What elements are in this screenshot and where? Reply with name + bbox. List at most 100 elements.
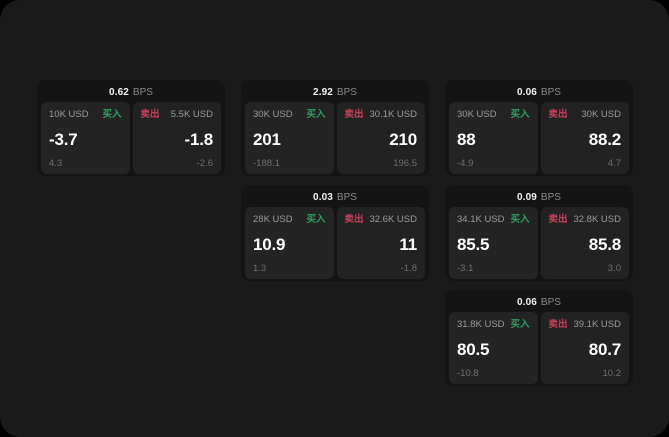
sell-pane[interactable]: 卖出 5.5K USD -1.8 -2.6 <box>132 102 221 174</box>
sell-side-label: 卖出 <box>548 213 568 225</box>
sell-delta: -2.6 <box>196 157 213 169</box>
sell-price: 80.7 <box>588 339 621 359</box>
sell-delta: -1.8 <box>400 262 417 274</box>
buy-size-label: 30K USD <box>253 108 293 120</box>
buy-pane-header: 34.1K USD 买入 <box>457 214 530 225</box>
sell-size-label: 30K USD <box>581 108 621 120</box>
sell-pane-header: 卖出 32.6K USD <box>345 214 418 225</box>
buy-size-label: 28K USD <box>253 213 293 225</box>
card-panes: 28K USD 买入 10.9 1.3 卖出 32.6K USD 11 -1.8 <box>245 207 425 279</box>
buy-pane-header: 28K USD 买入 <box>253 214 326 225</box>
card-header: 0.06 BPS <box>449 294 629 312</box>
sell-side-label: 卖出 <box>548 318 568 330</box>
sell-price: 210 <box>389 129 417 149</box>
card-panes: 31.8K USD 买入 80.5 -10.8 卖出 39.1K USD 80.… <box>449 312 629 384</box>
buy-size-label: 31.8K USD <box>457 318 505 330</box>
sell-delta: 10.2 <box>602 367 622 379</box>
sell-price: 88.2 <box>588 129 621 149</box>
sell-pane-header: 卖出 39.1K USD <box>549 319 622 330</box>
bps-value: 0.03 <box>313 192 333 203</box>
buy-delta: -4.9 <box>457 157 474 169</box>
buy-delta: 1.3 <box>253 262 267 274</box>
bps-unit: BPS <box>336 87 357 98</box>
sell-pane[interactable]: 卖出 30K USD 88.2 4.7 <box>540 102 629 174</box>
buy-delta: -10.8 <box>457 367 479 379</box>
sell-price: 11 <box>399 234 417 254</box>
buy-side-label: 买入 <box>510 213 530 225</box>
quote-card[interactable]: 0.03 BPS 28K USD 买入 10.9 1.3 卖出 <box>241 185 429 281</box>
sell-size-label: 30.1K USD <box>369 108 417 120</box>
bps-unit: BPS <box>132 87 153 98</box>
sell-pane[interactable]: 卖出 30.1K USD 210 196.5 <box>336 102 425 174</box>
sell-side-label: 卖出 <box>344 213 364 225</box>
card-header: 0.62 BPS <box>41 84 221 102</box>
buy-price: 85.5 <box>457 234 490 254</box>
buy-price: 88 <box>457 129 476 149</box>
card-header: 2.92 BPS <box>245 84 425 102</box>
buy-delta: 4.3 <box>49 157 63 169</box>
buy-size-label: 30K USD <box>457 108 497 120</box>
sell-delta: 4.7 <box>607 157 621 169</box>
card-panes: 30K USD 买入 88 -4.9 卖出 30K USD 88.2 4.7 <box>449 102 629 174</box>
sell-price: -1.8 <box>184 129 214 149</box>
quote-card[interactable]: 0.06 BPS 31.8K USD 买入 80.5 -10.8 卖 <box>445 290 633 386</box>
card-header: 0.09 BPS <box>449 189 629 207</box>
card-header: 0.06 BPS <box>449 84 629 102</box>
quote-card[interactable]: 0.06 BPS 30K USD 买入 88 -4.9 卖出 <box>445 80 633 176</box>
buy-delta: -3.1 <box>457 262 474 274</box>
card-panes: 30K USD 买入 201 -188.1 卖出 30.1K USD 210 1… <box>245 102 425 174</box>
buy-size-label: 10K USD <box>49 108 89 120</box>
quote-card-grid: 0.62 BPS 10K USD 买入 -3.7 4.3 卖出 <box>37 80 633 386</box>
buy-pane-header: 10K USD 买入 <box>49 109 122 120</box>
sell-pane-header: 卖出 30K USD <box>549 109 622 120</box>
sell-price: 85.8 <box>588 234 621 254</box>
buy-side-label: 买入 <box>102 108 122 120</box>
sell-size-label: 39.1K USD <box>573 318 621 330</box>
sell-pane[interactable]: 卖出 32.6K USD 11 -1.8 <box>336 207 425 279</box>
quote-card[interactable]: 2.92 BPS 30K USD 买入 201 -188.1 卖出 <box>241 80 429 176</box>
buy-side-label: 买入 <box>306 108 326 120</box>
buy-side-label: 买入 <box>510 318 530 330</box>
sell-pane-header: 卖出 5.5K USD <box>141 109 214 120</box>
buy-price: 10.9 <box>253 234 286 254</box>
sell-delta: 196.5 <box>393 157 417 169</box>
buy-side-label: 买入 <box>306 213 326 225</box>
bps-value: 0.09 <box>517 192 537 203</box>
buy-pane[interactable]: 34.1K USD 买入 85.5 -3.1 <box>449 207 538 279</box>
buy-price: 80.5 <box>457 339 490 359</box>
bps-unit: BPS <box>540 87 561 98</box>
sell-side-label: 卖出 <box>140 108 160 120</box>
buy-pane-header: 31.8K USD 买入 <box>457 319 530 330</box>
bps-unit: BPS <box>540 192 561 203</box>
buy-price: -3.7 <box>49 129 78 149</box>
bps-value: 0.06 <box>517 297 537 308</box>
buy-pane-header: 30K USD 买入 <box>253 109 326 120</box>
quote-card[interactable]: 0.09 BPS 34.1K USD 买入 85.5 -3.1 卖出 <box>445 185 633 281</box>
buy-pane[interactable]: 30K USD 买入 201 -188.1 <box>245 102 334 174</box>
sell-size-label: 32.6K USD <box>369 213 417 225</box>
sell-pane-header: 卖出 30.1K USD <box>345 109 418 120</box>
sell-side-label: 卖出 <box>344 108 364 120</box>
sell-delta: 3.0 <box>607 262 621 274</box>
bps-value: 2.92 <box>313 87 333 98</box>
sell-side-label: 卖出 <box>548 108 568 120</box>
sell-pane-header: 卖出 32.8K USD <box>549 214 622 225</box>
bps-unit: BPS <box>540 297 561 308</box>
buy-pane[interactable]: 10K USD 买入 -3.7 4.3 <box>41 102 130 174</box>
card-header: 0.03 BPS <box>245 189 425 207</box>
buy-price: 201 <box>253 129 281 149</box>
bps-value: 0.62 <box>109 87 129 98</box>
quote-card[interactable]: 0.62 BPS 10K USD 买入 -3.7 4.3 卖出 <box>37 80 225 176</box>
buy-pane[interactable]: 31.8K USD 买入 80.5 -10.8 <box>449 312 538 384</box>
bps-unit: BPS <box>336 192 357 203</box>
buy-pane[interactable]: 28K USD 买入 10.9 1.3 <box>245 207 334 279</box>
sell-pane[interactable]: 卖出 32.8K USD 85.8 3.0 <box>540 207 629 279</box>
buy-pane-header: 30K USD 买入 <box>457 109 530 120</box>
buy-pane[interactable]: 30K USD 买入 88 -4.9 <box>449 102 538 174</box>
buy-delta: -188.1 <box>253 157 280 169</box>
bps-value: 0.06 <box>517 87 537 98</box>
buy-side-label: 买入 <box>510 108 530 120</box>
sell-pane[interactable]: 卖出 39.1K USD 80.7 10.2 <box>540 312 629 384</box>
card-panes: 10K USD 买入 -3.7 4.3 卖出 5.5K USD -1.8 -2.… <box>41 102 221 174</box>
